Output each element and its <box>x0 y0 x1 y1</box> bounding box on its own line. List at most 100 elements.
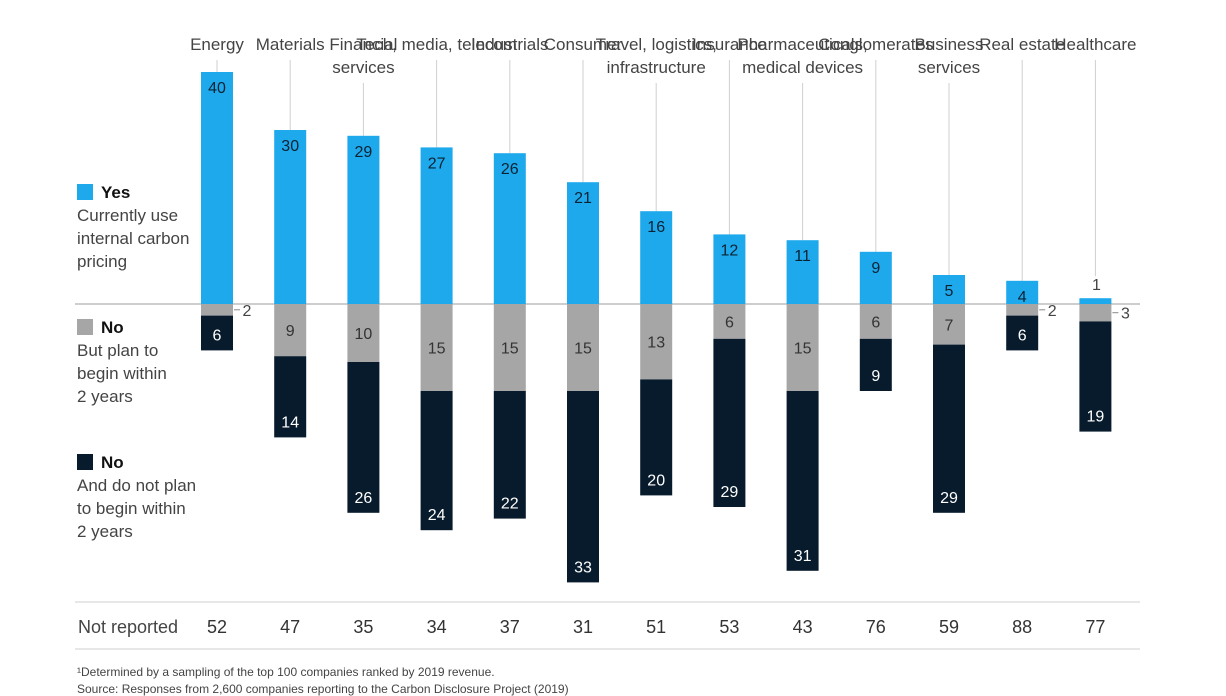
bar-no-plan <box>859 304 892 339</box>
category-label: Healthcare <box>1054 35 1136 54</box>
bar-no-plan-value: 10 <box>355 326 373 343</box>
bar-no-noplan <box>640 379 673 496</box>
legend-swatch-no-plan <box>77 319 93 335</box>
not-reported-value: 47 <box>280 617 300 637</box>
bar-no-noplan <box>347 362 380 513</box>
bar-yes <box>420 147 453 304</box>
bar-no-plan <box>713 304 746 339</box>
bar-no-noplan-value: 22 <box>501 496 519 513</box>
bar-no-plan <box>420 304 453 391</box>
legend-desc-no-noplan: And do not plan to begin within 2 years <box>77 476 197 541</box>
not-reported-value: 59 <box>939 617 959 637</box>
bar-no-plan <box>1079 304 1112 322</box>
bar-yes <box>786 240 819 304</box>
legend-title-no-plan: No <box>101 318 124 337</box>
bar-no-plan-value: 15 <box>428 341 446 358</box>
category-label: Consumer <box>544 35 623 54</box>
bar-no-noplan <box>786 391 819 571</box>
bar-no-noplan-value: 33 <box>574 559 592 576</box>
bar-no-plan-value: 15 <box>794 341 812 358</box>
bar-no-noplan-value: 26 <box>355 490 373 507</box>
category-label: Business <box>915 35 984 54</box>
not-reported-value: 52 <box>207 617 227 637</box>
bar-no-noplan <box>1006 315 1039 351</box>
bar-no-noplan <box>933 344 965 513</box>
bar-no-noplan-value: 19 <box>1087 409 1105 426</box>
bar-no-plan-value: 7 <box>945 317 954 334</box>
bar-no-plan <box>347 304 380 362</box>
bar-no-plan <box>274 304 307 357</box>
legend-desc-yes: Currently use internal carbon pricing <box>77 206 190 271</box>
category-label: Insurance <box>692 35 767 54</box>
bar-no-noplan-value: 6 <box>1018 327 1027 344</box>
bar-no-noplan-value: 29 <box>721 484 739 501</box>
category-label: Conglomerates <box>818 35 933 54</box>
legend-swatch-no-noplan <box>77 454 93 470</box>
category-label: Industrials <box>471 35 548 54</box>
bar-yes <box>933 275 965 304</box>
bar-no-noplan <box>493 391 526 519</box>
bar-no-plan <box>786 304 819 391</box>
not-reported-value: 37 <box>500 617 520 637</box>
bar-yes-value: 12 <box>721 242 739 259</box>
bar-no-plan-value: 15 <box>574 341 592 358</box>
bar-no-noplan <box>1079 321 1112 432</box>
legend-title-no-noplan: No <box>101 453 124 472</box>
bar-yes-value: 4 <box>1018 289 1027 306</box>
category-label: Pharmaceuticals, <box>737 35 867 54</box>
category-label: services <box>332 58 394 77</box>
bar-no-noplan-value: 31 <box>794 548 812 565</box>
not-reported-value: 53 <box>719 617 739 637</box>
bar-no-noplan-value: 14 <box>281 414 299 431</box>
bar-yes <box>859 251 892 304</box>
bar-yes-value: 21 <box>574 190 592 207</box>
category-label: Tech, media, telecom <box>356 35 517 54</box>
bar-no-plan <box>567 304 599 391</box>
category-label: Travel, logistics, <box>596 35 717 54</box>
bar-no-plan <box>640 304 673 380</box>
not-reported-value: 88 <box>1012 617 1032 637</box>
not-reported-value: 31 <box>573 617 593 637</box>
category-label: Real estate <box>979 35 1065 54</box>
bar-yes-value: 11 <box>794 248 811 265</box>
bar-no-plan-value: 2 <box>243 303 252 320</box>
bar-no-noplan-value: 20 <box>647 472 665 489</box>
legend-item-no-noplan: No And do not plan to begin within 2 yea… <box>77 451 197 543</box>
category-label: Energy <box>190 35 244 54</box>
bar-no-noplan <box>567 391 599 583</box>
bar-yes <box>201 72 233 304</box>
not-reported-value: 51 <box>646 617 666 637</box>
category-label: Financial <box>329 35 397 54</box>
bar-no-noplan-value: 29 <box>940 490 958 507</box>
category-label: infrastructure <box>607 58 706 77</box>
bar-yes-value: 27 <box>428 155 446 172</box>
footnote-sampling: ¹Determined by a sampling of the top 100… <box>77 665 495 679</box>
bar-no-plan-value: 6 <box>871 314 880 331</box>
bar-no-noplan <box>859 338 892 391</box>
bar-no-plan <box>933 304 965 345</box>
bar-yes <box>1079 298 1112 304</box>
bar-yes <box>347 135 380 304</box>
not-reported-value: 77 <box>1085 617 1105 637</box>
bar-no-noplan-value: 6 <box>213 327 222 344</box>
legend-item-yes: Yes Currently use internal carbon pricin… <box>77 181 207 273</box>
bar-yes <box>713 234 746 304</box>
bar-yes <box>493 153 526 304</box>
not-reported-value: 76 <box>866 617 886 637</box>
category-label: Materials <box>256 35 325 54</box>
category-label: services <box>918 58 980 77</box>
bar-yes-value: 16 <box>647 219 665 236</box>
bar-yes-value: 29 <box>355 144 373 161</box>
category-label: medical devices <box>742 58 863 77</box>
bar-no-noplan <box>420 391 453 531</box>
legend-item-no-plan: No But plan to begin within 2 years <box>77 316 167 408</box>
bar-no-plan-value: 13 <box>647 335 665 352</box>
not-reported-value: 34 <box>427 617 447 637</box>
bar-no-plan-value: 3 <box>1121 306 1130 323</box>
legend-desc-no-plan: But plan to begin within 2 years <box>77 341 167 406</box>
bar-yes-value: 40 <box>208 80 226 97</box>
bar-yes-value: 5 <box>945 283 954 300</box>
bar-yes <box>567 182 599 304</box>
bar-no-plan <box>201 304 233 316</box>
